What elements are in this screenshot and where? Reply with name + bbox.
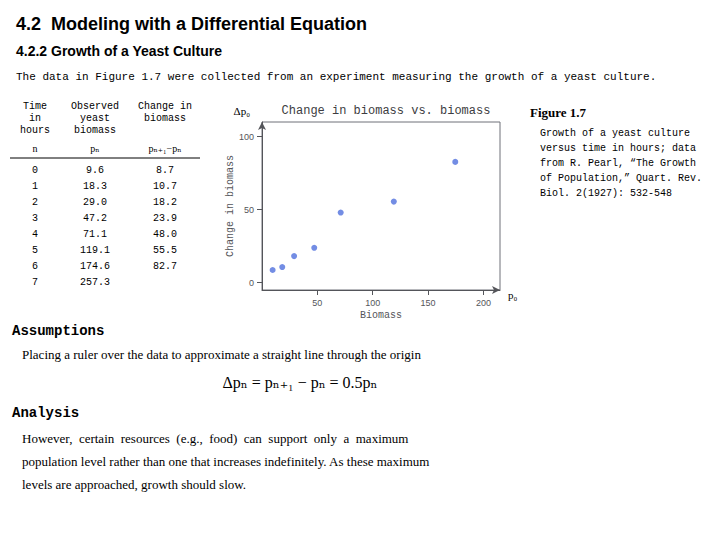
svg-text:Figure 1.7: Figure 1.7 — [530, 105, 587, 120]
svg-text:150: 150 — [421, 298, 436, 308]
svg-text:23.9: 23.9 — [153, 213, 177, 224]
svg-text:levels are approached, growth: levels are approached, growth should slo… — [22, 477, 246, 492]
svg-text:29.0: 29.0 — [83, 197, 107, 208]
svg-text:hours: hours — [20, 125, 50, 136]
svg-text:200: 200 — [476, 298, 491, 308]
svg-text:3: 3 — [32, 213, 38, 224]
svg-text:0: 0 — [32, 165, 38, 176]
svg-text:100: 100 — [365, 298, 380, 308]
svg-text:Δpₙ = pₙ₊₁ − pₙ = 0.5pₙ: Δpₙ = pₙ₊₁ − pₙ = 0.5pₙ — [222, 374, 377, 392]
svg-text:82.7: 82.7 — [153, 261, 177, 272]
svg-text:Biomass: Biomass — [360, 310, 402, 321]
svg-text:yeast: yeast — [80, 113, 110, 124]
svg-text:18.3: 18.3 — [83, 181, 107, 192]
svg-text:Placing a ruler over the data: Placing a ruler over the data to approxi… — [22, 347, 421, 362]
svg-text:biomass: biomass — [144, 113, 186, 124]
svg-text:18.2: 18.2 — [153, 197, 177, 208]
svg-text:Change in biomass vs. biomass: Change in biomass vs. biomass — [282, 104, 491, 118]
svg-text:5: 5 — [32, 245, 38, 256]
svg-text:119.1: 119.1 — [80, 245, 110, 256]
svg-text:55.5: 55.5 — [153, 245, 177, 256]
svg-text:Δp₀: Δp₀ — [234, 105, 251, 117]
svg-text:6: 6 — [32, 261, 38, 272]
svg-text:Analysis: Analysis — [12, 405, 79, 421]
svg-text:of Population,” Quart. Rev.: of Population,” Quart. Rev. — [540, 173, 702, 184]
svg-text:population level rather than o: population level rather than one that in… — [22, 454, 429, 469]
svg-text:Observed: Observed — [71, 101, 119, 112]
svg-text:4.2.2 Growth of a Yeast Cultur: 4.2.2 Growth of a Yeast Culture — [16, 43, 222, 59]
svg-text:The data in Figure 1.7 were co: The data in Figure 1.7 were collected fr… — [16, 71, 656, 83]
svg-text:48.0: 48.0 — [153, 229, 177, 240]
svg-text:2: 2 — [32, 197, 38, 208]
svg-text:0: 0 — [249, 278, 254, 288]
svg-text:50: 50 — [244, 205, 254, 215]
svg-text:p₀: p₀ — [508, 289, 518, 301]
svg-text:1: 1 — [32, 181, 38, 192]
svg-text:Biol. 2(1927): 532-548: Biol. 2(1927): 532-548 — [540, 188, 672, 199]
svg-text:8.7: 8.7 — [156, 165, 174, 176]
svg-text:7: 7 — [32, 277, 38, 288]
svg-text:50: 50 — [312, 298, 322, 308]
svg-text:71.1: 71.1 — [83, 229, 107, 240]
svg-text:from R. Pearl, “The Growth: from R. Pearl, “The Growth — [540, 158, 696, 169]
svg-text:However, certain resources: However, certain resources (e.g., food) … — [22, 431, 408, 446]
svg-text:Time: Time — [23, 101, 47, 112]
svg-text:10.7: 10.7 — [153, 181, 177, 192]
svg-text:Growth of a yeast culture: Growth of a yeast culture — [540, 128, 690, 139]
svg-text:n: n — [33, 143, 38, 154]
svg-text:pₙ₊₁−pₙ: pₙ₊₁−pₙ — [148, 143, 181, 154]
svg-text:257.3: 257.3 — [80, 277, 110, 288]
svg-text:Change in biomass: Change in biomass — [225, 155, 236, 257]
svg-text:Assumptions: Assumptions — [12, 323, 104, 339]
svg-text:47.2: 47.2 — [83, 213, 107, 224]
svg-text:Change in: Change in — [138, 101, 192, 112]
svg-text:9.6: 9.6 — [86, 165, 104, 176]
svg-text:100: 100 — [239, 132, 254, 142]
svg-text:pₙ: pₙ — [90, 143, 99, 154]
svg-text:4.2 Modeling with a Different: 4.2 Modeling with a Differential Equatio… — [16, 14, 367, 34]
svg-text:versus time in hours; data: versus time in hours; data — [540, 143, 696, 154]
svg-text:4: 4 — [32, 229, 38, 240]
svg-text:174.6: 174.6 — [80, 261, 110, 272]
svg-text:biomass: biomass — [74, 125, 116, 136]
svg-text:in: in — [29, 113, 41, 124]
